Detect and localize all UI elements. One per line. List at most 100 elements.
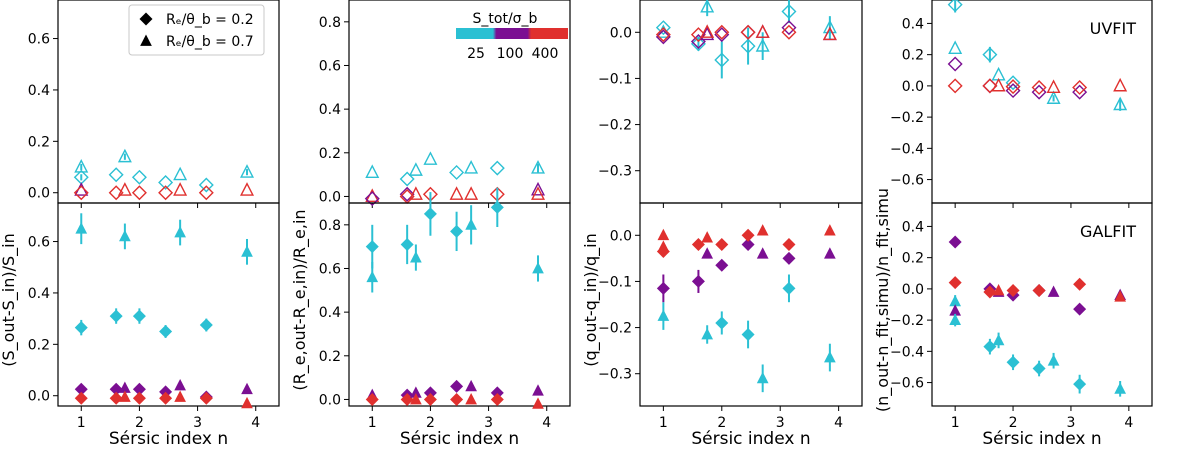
y-tick-label: −0.2 [598, 321, 632, 337]
colorbar-tick-label: 25 [467, 46, 485, 62]
diamond-point [983, 340, 997, 354]
data-points [948, 235, 1127, 397]
legend-box [128, 4, 265, 56]
colorbar [456, 28, 568, 39]
diamond-point [655, 29, 671, 45]
diamond-point [159, 391, 173, 405]
diamond-point [1072, 84, 1088, 100]
panel-bottom-4: 1 2 3 4 0.4 0.2 0.0 −0.2 −0.4 −0.6 Sérsic index n (… [873, 188, 1153, 449]
triangle-point [532, 397, 544, 409]
data-points [365, 187, 544, 409]
diamond-point [423, 386, 437, 400]
x-tick-label: 4 [1124, 415, 1133, 431]
diamond-point [691, 238, 705, 252]
x-tick-label: 3 [193, 415, 202, 431]
diamond-point [741, 238, 755, 252]
diamond-point [948, 235, 962, 249]
x-tick-label: 4 [834, 415, 843, 431]
diamond-point [947, 56, 963, 72]
triangle-point [992, 333, 1005, 346]
diamond-point [691, 274, 705, 288]
x-tick-label: 4 [251, 415, 260, 431]
diamond-point [450, 379, 464, 393]
y-tick-label: −0.1 [598, 71, 632, 87]
triangle-point [119, 381, 131, 393]
y-tick-label: 0.0 [28, 186, 50, 202]
diamond-point [655, 20, 671, 36]
diamond-point [1005, 75, 1021, 91]
diamond-point [400, 392, 414, 406]
diamond-point [400, 237, 414, 251]
triangle-point [657, 228, 670, 241]
triangle-point [408, 162, 423, 176]
triangle-point [756, 247, 769, 259]
triangle-point [1046, 90, 1061, 104]
diamond-point [1006, 283, 1020, 297]
x-tick-label: 2 [717, 415, 726, 431]
diamond-point [158, 174, 174, 190]
diamond-point [132, 309, 146, 323]
colorbar-tick-label: 400 [532, 46, 559, 62]
triangle-point [756, 224, 769, 236]
triangle-point [822, 26, 837, 41]
triangle-point [117, 148, 132, 163]
diamond-point [782, 251, 796, 265]
x-tick-label: 1 [951, 415, 960, 431]
diamond-point [73, 185, 89, 201]
diamond-point [74, 391, 88, 405]
diamond-point [450, 392, 464, 406]
y-tick-label: 0.6 [28, 32, 50, 48]
diamond-point [715, 238, 729, 252]
y-axis-label: (S_out-S_in)/S_in [0, 233, 19, 367]
x-tick-label: 1 [368, 415, 377, 431]
diamond-point [782, 281, 796, 295]
x-tick-label: 3 [776, 415, 785, 431]
x-axis-label: Sérsic index n [982, 429, 1101, 449]
diamond-point [1073, 377, 1087, 391]
diamond-point [690, 36, 706, 52]
triangle-legend-icon [140, 34, 152, 46]
triangle-point [117, 182, 132, 196]
y-tick-label: −0.2 [598, 118, 632, 134]
triangle-point [449, 186, 464, 200]
triangle-point [465, 379, 477, 392]
triangle-point [1114, 382, 1127, 394]
x-axis-label: Sérsic index n [691, 429, 810, 449]
triangle-point [173, 166, 188, 181]
triangle-point [949, 313, 962, 325]
y-axis-label: (n_out-n_fit,simu)/n_fit,simu [873, 188, 893, 412]
triangle-point [410, 386, 422, 398]
x-tick-label: 3 [484, 415, 493, 431]
triangle-point [464, 160, 479, 174]
y-tick-label: −0.1 [598, 274, 632, 290]
diamond-point [1032, 362, 1046, 376]
triangle-point [74, 158, 89, 173]
y-axis-label: (q_out-q_in)/q_in [581, 233, 601, 367]
diamond-point [1032, 283, 1046, 297]
x-tick-label: 1 [659, 415, 668, 431]
triangle-point [464, 186, 479, 200]
panel-bottom-3: 1 2 3 4 0.0 −0.1 −0.2 −0.3 Sérsic index n (q_out-… [581, 202, 863, 449]
data-points [655, 0, 837, 79]
diamond-point [690, 27, 706, 43]
diamond-point [74, 382, 88, 396]
triangle-point [1113, 96, 1128, 111]
panel-frame [57, 202, 280, 407]
triangle-point [700, 0, 715, 13]
y-tick-label: −0.3 [598, 164, 632, 180]
marker-legend: Rₑ/θ_b = 0.2 Rₑ/θ_b = 0.7 [128, 4, 265, 56]
diamond-point [131, 169, 147, 185]
diamond-point [399, 171, 415, 187]
diamond-point [947, 0, 963, 13]
x-tick-label: 1 [77, 415, 86, 431]
triangle-point [657, 309, 670, 321]
diamond-point [781, 4, 797, 20]
panel-top-3: 0.0 −0.1 −0.2 −0.3 [598, 0, 863, 208]
diamond-point [715, 258, 729, 272]
triangle-point [949, 304, 962, 316]
triangle-point [755, 24, 770, 38]
diamond-point [1006, 355, 1020, 369]
x-axis-label: Sérsic index n [109, 429, 228, 449]
y-axis-label: (R_e,out-R_e,in)/R_e,in [290, 209, 310, 390]
diamond-point [947, 78, 963, 94]
